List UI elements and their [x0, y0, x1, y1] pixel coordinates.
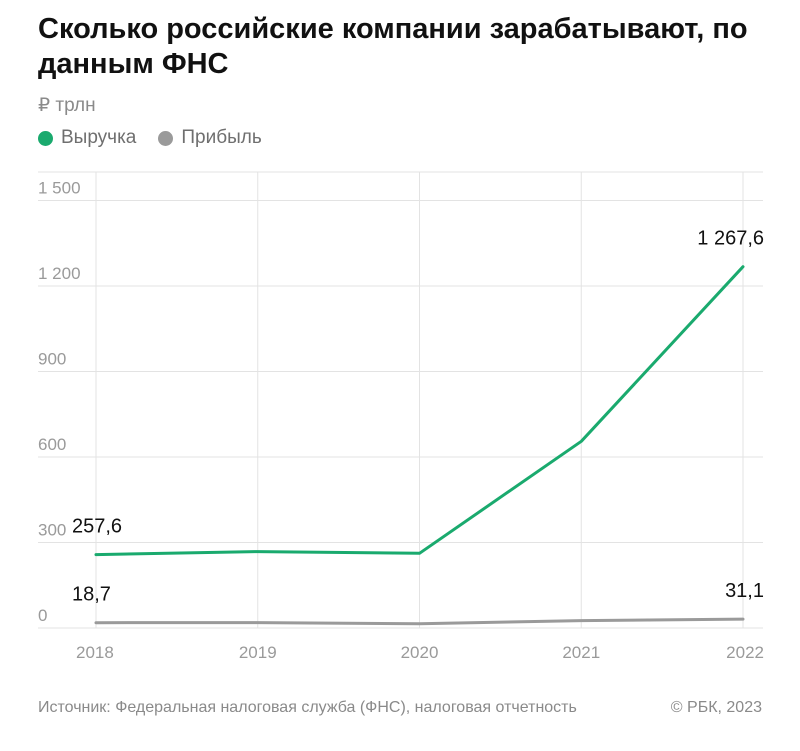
y-tick-label: 600 — [38, 435, 66, 454]
x-tick-label: 2018 — [76, 643, 114, 662]
unit-label: ₽ трлн — [38, 95, 96, 116]
y-tick-label: 1 200 — [38, 264, 81, 283]
line-chart: 0 300 600 900 1 200 1 500 2018 2019 2020 2021 2022… — [38, 171, 764, 662]
legend: Выручка Прибыль — [38, 127, 284, 149]
chart-title: Сколько российские компании зарабатывают… — [38, 13, 748, 80]
legend-marker-revenue — [38, 130, 53, 146]
series-line-revenue — [94, 265, 745, 557]
legend-marker-profit — [158, 130, 174, 146]
legend-item-revenue: Выручка — [38, 127, 136, 149]
legend-label-revenue: Выручка — [61, 127, 137, 148]
y-tick-label: 900 — [38, 350, 66, 369]
legend-label-profit: Прибыль — [181, 127, 262, 148]
copyright: © РБК, 2023 — [670, 699, 762, 716]
y-tick-label: 0 — [38, 606, 47, 625]
data-label-revenue: 257,6 — [72, 516, 122, 538]
x-tick-label: 2021 — [562, 643, 600, 662]
data-label-revenue: 1 267,6 — [697, 228, 764, 250]
legend-item-profit: Прибыль — [158, 127, 262, 149]
x-tick-label: 2022 — [726, 643, 764, 662]
x-tick-label: 2020 — [401, 643, 439, 662]
source-note: Источник: Федеральная налоговая служба (… — [38, 699, 577, 716]
series-line-profit — [94, 617, 745, 626]
x-tick-label: 2019 — [239, 643, 277, 662]
y-tick-label: 1 500 — [38, 179, 81, 198]
y-tick-label: 300 — [38, 521, 66, 540]
data-label-profit: 18,7 — [72, 584, 111, 606]
data-label-profit: 31,1 — [725, 580, 764, 602]
